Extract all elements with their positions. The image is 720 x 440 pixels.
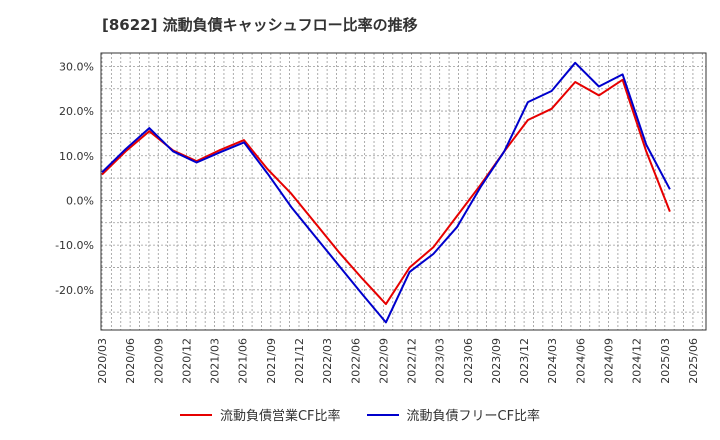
x-tick-label: 2021/03: [209, 338, 222, 384]
x-tick-label: 2022/06: [349, 338, 362, 384]
y-tick-label: 10.0%: [59, 150, 94, 163]
legend-swatch-free-cf: [366, 413, 399, 416]
x-tick-label: 2023/03: [434, 338, 447, 384]
y-tick-label: 0.0%: [66, 194, 94, 207]
x-tick-label: 2023/09: [490, 338, 503, 384]
y-tick-label: -10.0%: [55, 239, 94, 252]
x-axis-ticks: 2020/03 2020/06 2020/09 2020/12 2021/03 2021/…: [96, 338, 700, 384]
x-tick-label: 2020/03: [96, 338, 109, 384]
grid: [101, 53, 706, 330]
x-tick-label: 2020/09: [152, 338, 165, 384]
x-tick-label: 2024/03: [546, 338, 559, 384]
y-tick-label: -20.0%: [55, 284, 94, 297]
x-tick-label: 2024/12: [631, 338, 644, 384]
x-tick-label: 2025/03: [659, 338, 672, 384]
y-tick-label: 30.0%: [59, 60, 94, 73]
x-tick-label: 2022/09: [377, 338, 390, 384]
legend-label-operating-cf: 流動負債営業CF比率: [219, 409, 341, 424]
y-axis-ticks: 30.0% 20.0% 10.0% 0.0% -10.0% -20.0%: [55, 60, 94, 296]
legend-swatch-operating-cf: [179, 413, 212, 416]
legend: 流動負債営業CF比率 流動負債フリーCF比率: [0, 405, 720, 424]
legend-label-free-cf: 流動負債フリーCF比率: [406, 409, 541, 424]
series-line-operating-cf: [101, 78, 671, 306]
x-tick-label: 2024/06: [574, 338, 587, 384]
x-tick-label: 2025/06: [687, 338, 700, 384]
x-tick-label: 2020/12: [180, 338, 193, 384]
y-tick-label: 20.0%: [59, 105, 94, 118]
x-tick-label: 2023/06: [462, 338, 475, 384]
x-tick-label: 2021/09: [265, 338, 278, 384]
x-tick-label: 2021/12: [293, 338, 306, 384]
x-tick-label: 2023/12: [518, 338, 531, 384]
series-lines: [101, 61, 671, 324]
plot-frame: [100, 52, 707, 331]
legend-item-operating-cf: 流動負債営業CF比率: [179, 405, 341, 424]
x-tick-label: 2024/09: [603, 338, 616, 384]
chart-title: [8622] 流動負債キャッシュフロー比率の推移: [102, 16, 418, 34]
x-tick-label: 2022/12: [406, 338, 419, 384]
legend-item-free-cf: 流動負債フリーCF比率: [366, 405, 541, 424]
series-line-free-cf: [101, 61, 671, 324]
x-tick-label: 2022/03: [321, 338, 334, 384]
x-tick-label: 2021/06: [237, 338, 250, 384]
x-tick-label: 2020/06: [124, 338, 137, 384]
